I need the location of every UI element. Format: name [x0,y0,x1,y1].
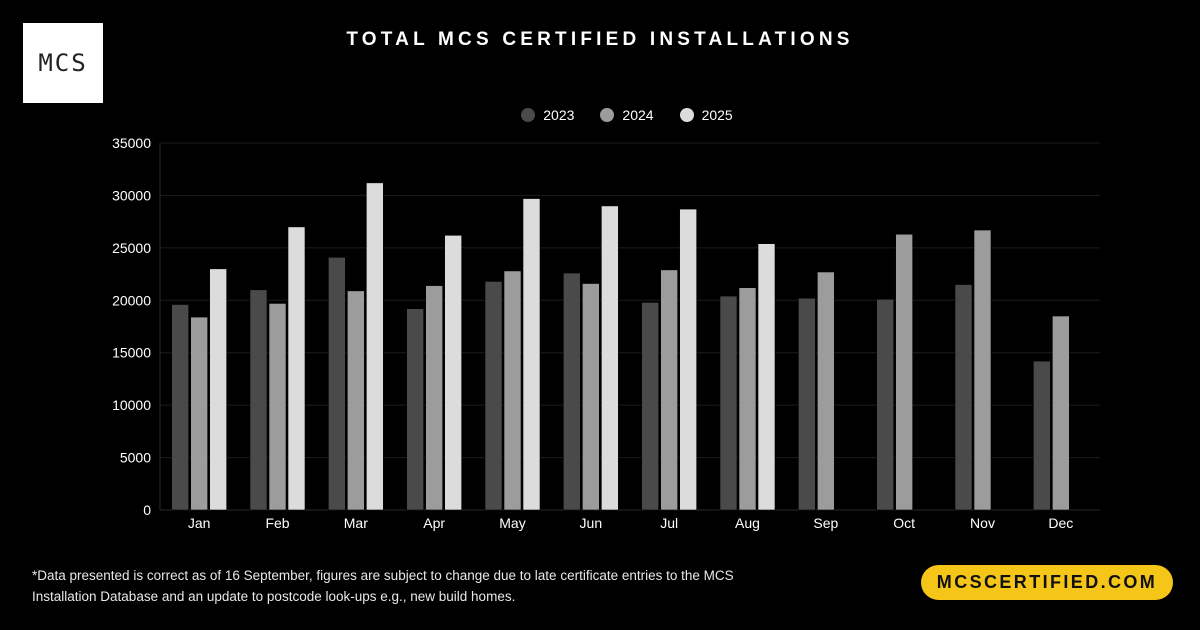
x-tick-label: Jun [580,515,603,531]
footnote-line-1: *Data presented is correct as of 16 Sept… [32,565,832,586]
bar-2024-feb [269,303,286,510]
bar-2023-jan [172,304,189,510]
y-tick-label: 20000 [112,292,151,308]
mcs-website-link[interactable]: MCSCERTIFIED.COM [921,565,1173,600]
bar-2024-oct [896,234,913,510]
x-tick-label: Nov [970,515,995,531]
bar-2024-dec [1052,316,1069,510]
bar-2025-apr [445,235,462,510]
footnote-line-2: Installation Database and an update to p… [32,586,832,607]
bar-2023-dec [1033,361,1050,510]
bar-2025-feb [288,227,305,510]
bar-2023-mar [328,257,345,510]
x-tick-label: Mar [344,515,368,531]
y-tick-label: 15000 [112,345,151,361]
bar-2024-jul [661,270,678,510]
x-tick-label: Feb [265,515,289,531]
x-tick-label: Jan [188,515,211,531]
bar-2023-apr [407,309,424,510]
x-tick-label: Apr [423,515,445,531]
bar-2023-nov [955,285,972,510]
bar-2024-jun [582,284,599,510]
y-tick-label: 0 [143,502,151,518]
bar-2025-jun [601,206,618,510]
bar-2025-jul [680,209,697,510]
bar-2023-jul [642,302,659,510]
x-tick-label: May [499,515,525,531]
bar-2023-feb [250,290,267,510]
bar-2024-jan [191,317,208,510]
y-tick-label: 30000 [112,187,151,203]
footnote: *Data presented is correct as of 16 Sept… [32,565,832,607]
bar-2024-may [504,271,521,510]
bar-2023-may [485,281,502,510]
bar-2023-sep [798,298,815,510]
x-tick-label: Oct [893,515,915,531]
bar-2023-aug [720,296,737,510]
x-tick-label: Sep [813,515,838,531]
bar-2023-oct [877,299,894,510]
bar-2024-sep [817,272,834,510]
y-tick-label: 5000 [120,450,151,466]
bar-2025-aug [758,244,775,510]
bar-2025-mar [366,183,383,510]
bar-2025-jan [210,269,227,510]
bar-2024-aug [739,288,756,510]
y-tick-label: 10000 [112,397,151,413]
y-tick-label: 35000 [112,135,151,151]
x-tick-label: Dec [1048,515,1073,531]
bar-2024-nov [974,230,991,510]
x-tick-label: Jul [660,515,678,531]
bar-2024-mar [347,291,364,510]
bar-2024-apr [426,286,443,510]
x-tick-label: Aug [735,515,760,531]
y-tick-label: 25000 [112,240,151,256]
bar-2025-may [523,199,540,510]
bar-2023-jun [563,273,580,510]
